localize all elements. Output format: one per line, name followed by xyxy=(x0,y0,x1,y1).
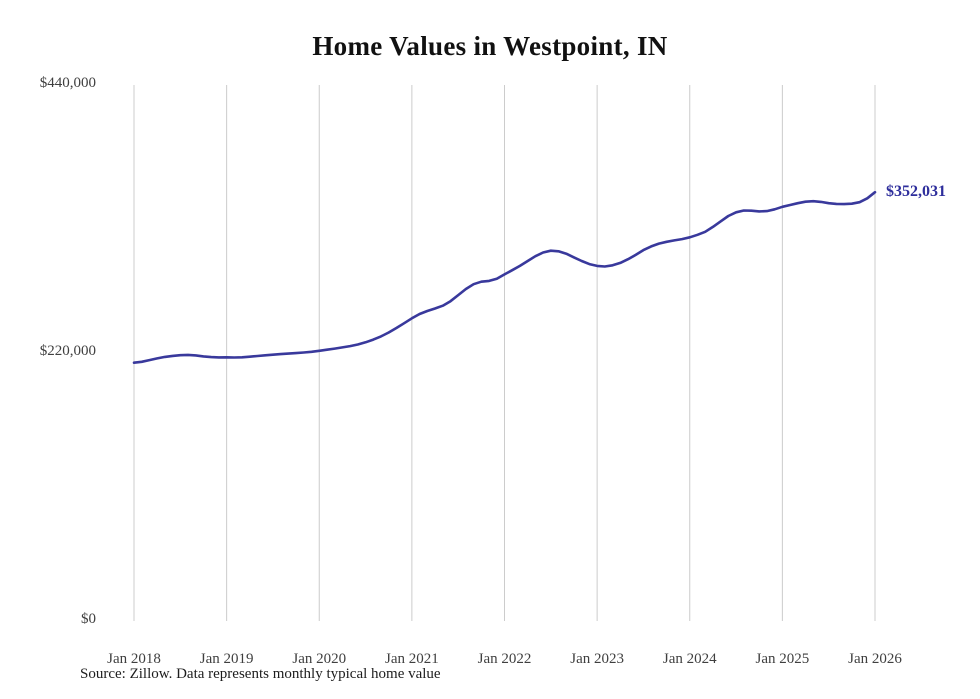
x-axis-tick-label: Jan 2026 xyxy=(848,651,902,667)
x-axis-tick-label: Jan 2023 xyxy=(570,651,624,667)
x-axis-tick-label: Jan 2021 xyxy=(385,651,439,667)
x-axis-tick-label: Jan 2022 xyxy=(477,651,532,667)
source-note: Source: Zillow. Data represents monthly … xyxy=(80,666,441,682)
y-axis-tick-label: $0 xyxy=(81,611,96,627)
y-axis-tick-label: $220,000 xyxy=(39,343,96,359)
x-axis-tick-label: Jan 2024 xyxy=(662,651,717,667)
x-axis-tick-label: Jan 2019 xyxy=(199,651,254,667)
latest-value-label: $352,031 xyxy=(886,183,946,201)
x-axis-tick-label: Jan 2020 xyxy=(292,651,347,667)
y-axis-tick-label: $440,000 xyxy=(39,75,96,91)
x-axis-tick-label: Jan 2025 xyxy=(755,651,810,667)
chart-title: Home Values in Westpoint, IN xyxy=(312,31,668,61)
home-value-line xyxy=(132,190,877,365)
x-axis-tick-label: Jan 2018 xyxy=(107,651,161,667)
